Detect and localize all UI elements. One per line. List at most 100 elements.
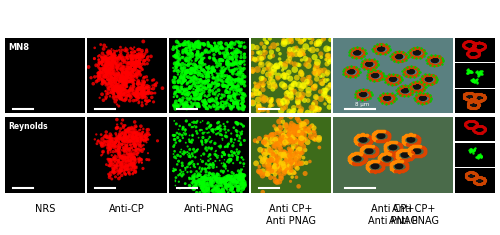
Point — [254, 140, 262, 144]
Point — [216, 179, 224, 183]
Point — [94, 72, 102, 75]
Point — [138, 101, 146, 104]
Point — [130, 164, 138, 168]
Point — [99, 150, 107, 154]
Point — [136, 128, 144, 131]
Point — [112, 73, 120, 77]
Point — [112, 73, 120, 76]
Point — [470, 148, 478, 151]
Point — [112, 81, 120, 85]
Point — [276, 61, 284, 65]
Point — [172, 157, 180, 160]
Point — [474, 156, 482, 160]
Point — [128, 133, 136, 136]
Point — [272, 158, 280, 162]
Point — [226, 75, 234, 79]
Point — [212, 49, 220, 53]
Point — [187, 94, 195, 98]
Point — [192, 183, 200, 187]
Point — [183, 96, 191, 100]
Point — [229, 72, 237, 76]
Point — [132, 59, 140, 62]
Point — [178, 92, 186, 95]
Point — [220, 153, 228, 156]
Point — [286, 52, 294, 56]
Point — [294, 154, 302, 158]
Point — [120, 157, 128, 161]
Point — [180, 106, 188, 110]
Point — [270, 124, 278, 128]
Point — [140, 94, 148, 97]
Point — [326, 83, 334, 87]
Point — [253, 84, 261, 87]
Point — [282, 166, 290, 169]
Point — [134, 82, 142, 86]
Point — [279, 135, 287, 139]
Circle shape — [414, 85, 420, 89]
Point — [94, 77, 102, 81]
Point — [106, 75, 114, 79]
Point — [141, 136, 149, 140]
Point — [198, 186, 206, 190]
Point — [296, 133, 304, 136]
Point — [120, 133, 128, 137]
Point — [138, 85, 146, 89]
Point — [114, 160, 122, 164]
Point — [118, 78, 126, 82]
Point — [136, 61, 143, 65]
Point — [128, 47, 136, 51]
Point — [110, 158, 118, 161]
Point — [318, 80, 326, 84]
Point — [210, 189, 218, 193]
Point — [136, 53, 144, 57]
Point — [184, 40, 192, 44]
Point — [125, 65, 133, 69]
Point — [226, 157, 234, 161]
Point — [107, 158, 115, 162]
Point — [109, 70, 117, 74]
Point — [180, 89, 188, 93]
Point — [224, 80, 232, 83]
Point — [222, 84, 230, 88]
Point — [266, 151, 274, 154]
Point — [287, 160, 295, 164]
Point — [121, 99, 129, 102]
Point — [230, 190, 237, 194]
Point — [286, 77, 294, 80]
Point — [182, 56, 190, 60]
Point — [115, 74, 123, 77]
Point — [286, 171, 294, 174]
Point — [116, 167, 124, 171]
Point — [130, 62, 138, 65]
Point — [120, 74, 128, 78]
Point — [138, 136, 146, 139]
Point — [258, 107, 266, 111]
Point — [202, 140, 210, 144]
Point — [140, 92, 147, 96]
Point — [122, 91, 130, 94]
Point — [200, 90, 207, 94]
Point — [144, 78, 152, 82]
Point — [189, 52, 197, 56]
Point — [236, 176, 244, 180]
Point — [196, 191, 204, 194]
Point — [472, 146, 480, 150]
Point — [128, 130, 136, 134]
Point — [193, 90, 201, 94]
Point — [174, 62, 182, 66]
Point — [192, 67, 200, 71]
Point — [128, 157, 136, 161]
Point — [142, 86, 150, 90]
Point — [181, 40, 189, 44]
Point — [294, 131, 302, 135]
Point — [294, 48, 302, 52]
Point — [124, 159, 132, 162]
Point — [195, 70, 203, 74]
Point — [252, 161, 260, 165]
Point — [110, 60, 118, 63]
Point — [240, 52, 248, 56]
Point — [213, 47, 221, 51]
Point — [104, 145, 112, 148]
Point — [181, 166, 189, 170]
Point — [139, 167, 147, 170]
